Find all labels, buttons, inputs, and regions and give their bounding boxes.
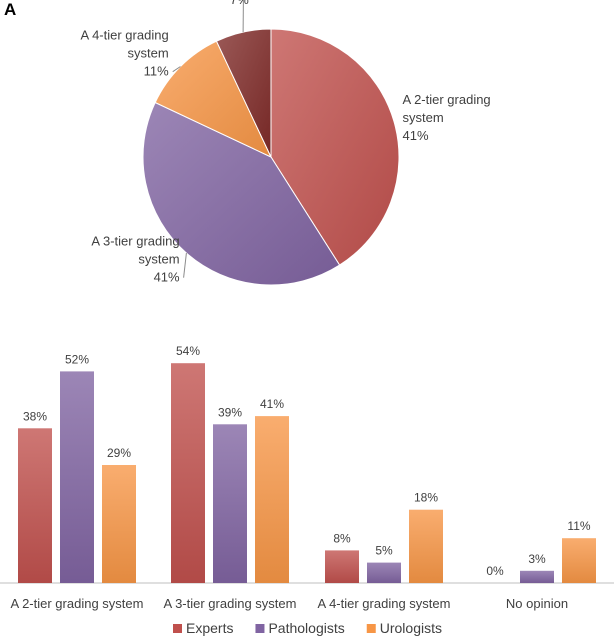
bar <box>562 538 596 583</box>
bar-value-label: 5% <box>375 544 393 558</box>
bar <box>171 363 205 583</box>
bar <box>409 509 443 583</box>
legend-label: Experts <box>186 620 233 636</box>
legend: Experts Pathologists Urologists <box>173 620 442 636</box>
category-label: No opinion <box>506 596 568 611</box>
leader-line <box>183 252 187 278</box>
pie-slice-label: system <box>403 110 444 125</box>
bar-value-label: 18% <box>414 491 438 505</box>
category-label: A 2-tier grading system <box>11 596 144 611</box>
pie-labels: A 2-tier grading system 41% A 3-tier gradin… <box>81 0 491 285</box>
bar <box>213 424 247 583</box>
pie-slice <box>142 101 341 286</box>
bar <box>325 550 359 583</box>
leader-line <box>172 66 181 73</box>
bar-value-label: 0% <box>486 564 504 578</box>
bar-value-label: 29% <box>107 446 131 460</box>
bar-chart: 38% 52% 29% A 2-tier grading system 54% 39% 41… <box>0 344 614 611</box>
bar <box>255 416 289 583</box>
category-label: A 4-tier grading system <box>318 596 451 611</box>
panel-label: A <box>4 0 17 19</box>
pie-slice-label: system <box>128 46 169 61</box>
bar-value-label: 38% <box>23 409 47 423</box>
bar <box>102 465 136 583</box>
legend-swatch <box>173 624 182 633</box>
pie-slice-label: A 2-tier grading <box>403 92 491 107</box>
bar <box>60 371 94 583</box>
bar-value-label: 39% <box>218 405 242 419</box>
legend-swatch <box>255 624 265 633</box>
bar-value-label: 11% <box>567 519 590 533</box>
legend-label: Urologists <box>380 620 442 636</box>
bar-value-label: 52% <box>65 352 89 366</box>
bar <box>367 562 401 583</box>
pie-slice-label: system <box>138 252 179 267</box>
pie-percent-label: 41% <box>403 128 429 143</box>
bar-value-label: 54% <box>176 344 200 358</box>
legend-label: Pathologists <box>268 620 344 636</box>
bar-value-label: 3% <box>528 552 546 566</box>
category-label: A 3-tier grading system <box>164 596 297 611</box>
bar <box>520 570 554 583</box>
pie-chart <box>142 28 400 286</box>
pie-percent-label: 11% <box>144 64 169 79</box>
pie-percent-label: 7% <box>230 0 249 7</box>
pie-slice-label: A 3-tier grading <box>91 234 179 249</box>
legend-swatch <box>366 624 376 633</box>
bar-value-label: 8% <box>333 531 351 545</box>
bar-value-label: 41% <box>260 397 284 411</box>
pie-percent-label: 41% <box>154 270 180 285</box>
pie-slice-label: A 4-tier grading <box>81 28 169 43</box>
pie-slice <box>270 28 400 266</box>
bar <box>18 428 52 583</box>
